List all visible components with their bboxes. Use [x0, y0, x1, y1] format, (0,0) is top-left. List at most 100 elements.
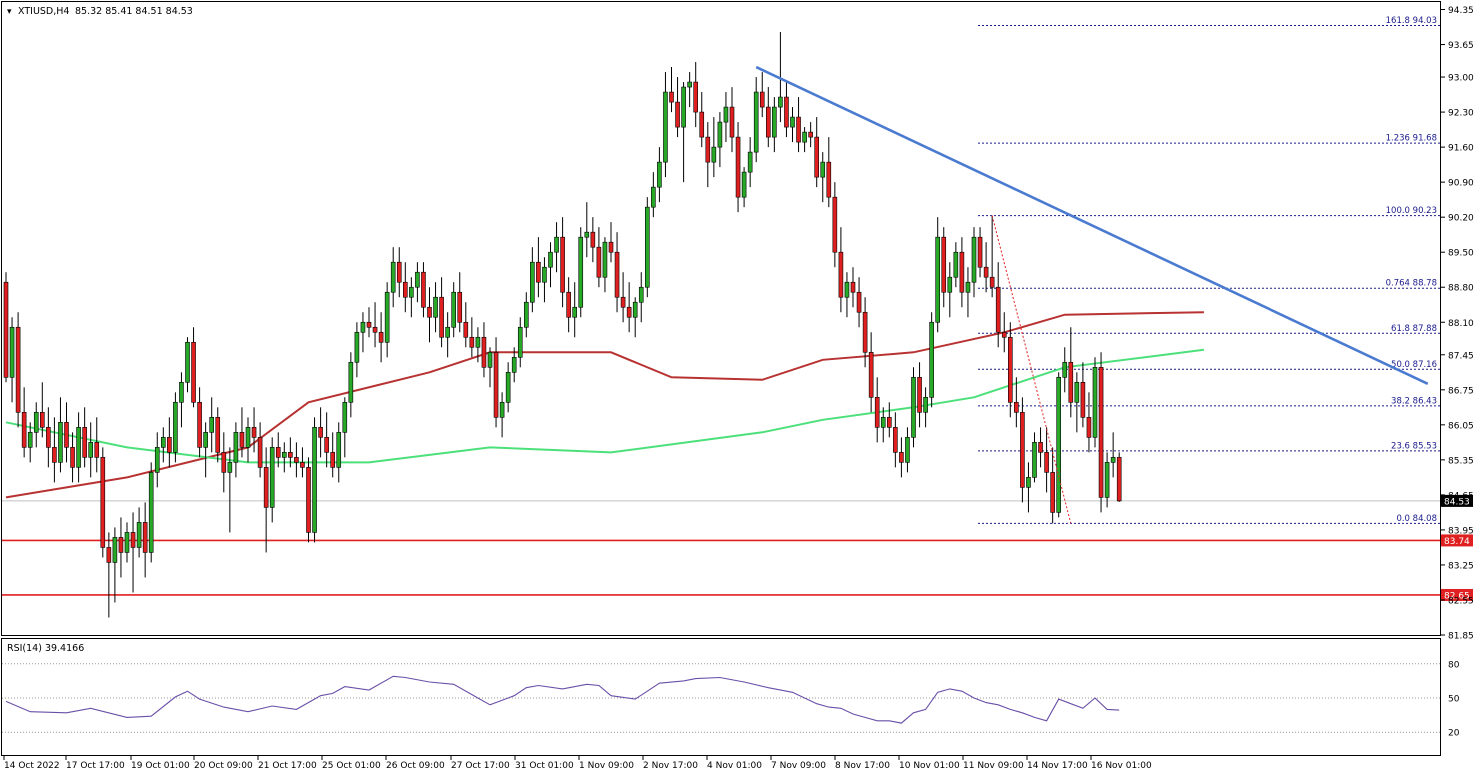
chart-symbol-icon: ▾ — [7, 7, 12, 17]
candle-body — [445, 326, 450, 338]
y-axis-tick-label: 92.30 — [1448, 109, 1474, 119]
candle-body — [348, 361, 354, 403]
candle-body — [39, 412, 45, 428]
candle-body — [354, 331, 360, 363]
candle-body — [995, 286, 1001, 333]
fib-level-label: 0.764 88.78 — [1386, 279, 1437, 289]
candle-body — [826, 161, 832, 198]
candle-body — [215, 417, 221, 453]
candle-body — [663, 91, 668, 163]
candle-body — [1116, 457, 1122, 502]
moving-average-fast — [5, 348, 1205, 464]
candle-body — [880, 417, 886, 428]
y-axis-tick-label: 88.10 — [1448, 319, 1474, 329]
candle-body — [318, 427, 323, 438]
candle-body — [33, 412, 39, 433]
candle-body — [959, 251, 965, 293]
candle-body — [294, 457, 299, 463]
candle-body — [106, 547, 112, 563]
candle-body — [820, 161, 826, 178]
candle-body — [227, 462, 233, 473]
candle-body — [154, 447, 160, 473]
x-axis-tick-label: 26 Oct 09:00 — [386, 761, 445, 771]
candle-body — [275, 447, 281, 458]
candle-body — [269, 447, 275, 508]
fib-level-label: 61.8 87.88 — [1391, 324, 1437, 334]
fib-level-label: 23.6 85.53 — [1391, 441, 1437, 451]
y-axis-tick-label: 89.50 — [1448, 249, 1474, 259]
candle-body — [233, 432, 239, 463]
candle-body — [772, 106, 777, 138]
support-price-tag — [1441, 588, 1473, 601]
candle-body — [953, 251, 959, 278]
candle-body — [711, 146, 717, 163]
candle-body — [130, 532, 136, 548]
candle-body — [814, 136, 820, 178]
candle-body — [923, 397, 928, 413]
candle-body — [257, 437, 263, 468]
candle-body — [366, 321, 372, 328]
candle-body — [27, 432, 33, 448]
candle-body — [1068, 361, 1074, 403]
y-axis-tick-label: 93.65 — [1448, 41, 1474, 51]
bearish-trendline[interactable] — [755, 65, 1429, 385]
candle-body — [911, 376, 916, 438]
candle-body — [3, 281, 9, 378]
y-axis-tick-label: 86.05 — [1448, 421, 1474, 431]
candle-body — [1044, 452, 1049, 473]
candle-body — [112, 537, 118, 563]
candle-body — [463, 321, 469, 338]
candle-body — [52, 447, 57, 463]
candle-body — [493, 351, 499, 418]
candle-body — [560, 236, 565, 293]
candle-body — [167, 437, 172, 453]
candle-body — [451, 291, 457, 328]
candle-body — [759, 91, 765, 108]
candle-body — [717, 121, 723, 148]
candle-body — [9, 326, 15, 378]
candle-body — [1056, 376, 1061, 513]
candle-body — [590, 231, 596, 248]
candle-body — [136, 522, 142, 548]
candle-body — [475, 336, 481, 348]
candle-body — [1104, 462, 1110, 498]
x-axis-tick-label: 27 Oct 17:00 — [451, 761, 510, 771]
y-axis-tick-label: 88.80 — [1448, 284, 1474, 294]
x-axis-tick-label: 19 Oct 01:00 — [131, 761, 190, 771]
candle-body — [288, 452, 293, 458]
candle-body — [675, 101, 680, 128]
candle-body — [1074, 382, 1080, 403]
candle-body — [469, 336, 475, 348]
candle-body — [705, 136, 711, 163]
candle-body — [179, 382, 184, 403]
fib-level-label: 1.236 91.68 — [1386, 134, 1437, 144]
fib-level-label: 0.0 84.08 — [1396, 514, 1437, 524]
candle-body — [100, 457, 106, 548]
candle-body — [523, 301, 529, 328]
x-axis-tick-label: 14 Oct 2022 — [4, 761, 60, 771]
candle-body — [191, 341, 196, 403]
candle-body — [21, 412, 27, 448]
candle-body — [499, 402, 505, 418]
chart-ohlc-label: 85.32 85.41 84.51 84.53 — [75, 6, 193, 17]
candle-body — [94, 442, 100, 458]
support-price-label: 83.74 — [1444, 537, 1470, 547]
candle-body — [608, 241, 614, 253]
candle-body — [747, 151, 753, 173]
candle-body — [572, 306, 578, 318]
candle-body — [989, 276, 995, 288]
candle-body — [905, 437, 910, 463]
candle-body — [808, 131, 813, 138]
candle-body — [542, 266, 547, 283]
candle-body — [790, 116, 795, 128]
candle-body — [917, 376, 922, 413]
candle-body — [378, 331, 384, 343]
x-axis-tick-label: 21 Oct 17:00 — [258, 761, 317, 771]
candle-body — [439, 296, 444, 338]
y-axis-tick-label: 93.00 — [1448, 74, 1474, 84]
candle-body — [947, 276, 953, 293]
candle-body — [651, 186, 656, 208]
candle-body — [239, 432, 245, 448]
candle-body — [312, 427, 317, 533]
